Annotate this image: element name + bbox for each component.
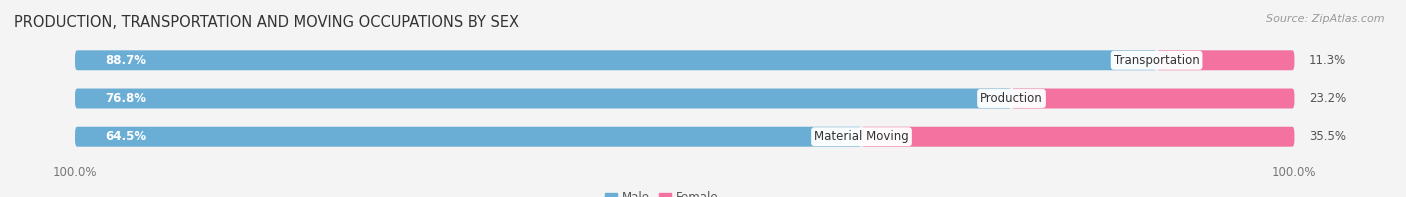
FancyBboxPatch shape — [75, 127, 862, 147]
Text: 76.8%: 76.8% — [105, 92, 146, 105]
FancyBboxPatch shape — [75, 50, 1295, 70]
FancyBboxPatch shape — [1011, 89, 1295, 108]
FancyBboxPatch shape — [75, 89, 1011, 108]
Text: 11.3%: 11.3% — [1309, 54, 1347, 67]
Text: 64.5%: 64.5% — [105, 130, 146, 143]
Text: 88.7%: 88.7% — [105, 54, 146, 67]
FancyBboxPatch shape — [862, 127, 1295, 147]
Text: 23.2%: 23.2% — [1309, 92, 1347, 105]
Legend: Male, Female: Male, Female — [600, 186, 723, 197]
FancyBboxPatch shape — [75, 89, 1295, 108]
Text: 35.5%: 35.5% — [1309, 130, 1346, 143]
FancyBboxPatch shape — [1157, 50, 1295, 70]
Text: Source: ZipAtlas.com: Source: ZipAtlas.com — [1267, 14, 1385, 24]
Text: Transportation: Transportation — [1114, 54, 1199, 67]
Text: PRODUCTION, TRANSPORTATION AND MOVING OCCUPATIONS BY SEX: PRODUCTION, TRANSPORTATION AND MOVING OC… — [14, 15, 519, 30]
Text: Production: Production — [980, 92, 1043, 105]
FancyBboxPatch shape — [75, 127, 1295, 147]
Text: Material Moving: Material Moving — [814, 130, 908, 143]
FancyBboxPatch shape — [75, 50, 1157, 70]
